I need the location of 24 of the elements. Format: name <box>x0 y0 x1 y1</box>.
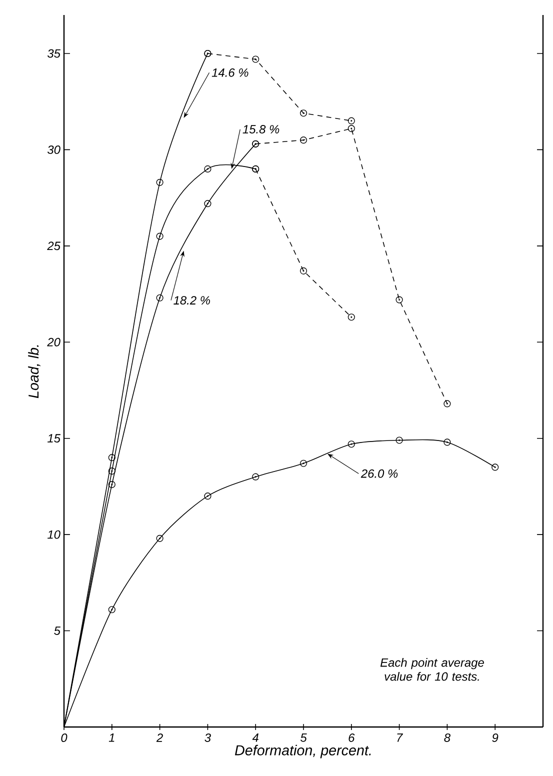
x-tick-label: 2 <box>156 734 163 742</box>
x-tick-label: 3 <box>204 734 211 742</box>
x-tick-label: 4 <box>252 734 258 742</box>
series-label: 26.0 % <box>360 469 398 478</box>
y-tick-label: 20 <box>47 338 60 346</box>
y-tick-label: 15 <box>47 434 60 443</box>
x-tick-label: 9 <box>492 734 498 742</box>
y-tick-label: 10 <box>47 530 60 539</box>
x-axis-title: Deformation, percent. <box>234 744 371 758</box>
x-tick-label: 5 <box>300 734 307 742</box>
x-tick-label: 0 <box>61 734 68 742</box>
series-label: 18.2 % <box>174 296 210 305</box>
y-tick-label: 35 <box>47 49 60 58</box>
x-tick-label: 6 <box>348 734 355 742</box>
annotation: Each point average value for 10 tests. <box>380 658 484 681</box>
x-tick-label: 1 <box>108 734 114 742</box>
x-tick-label: 7 <box>397 734 403 742</box>
text: 15.8 % <box>242 125 280 134</box>
series-label: 14.6 % <box>212 68 248 77</box>
y-tick-label: 30 <box>47 145 60 154</box>
y-axis-title: Load, lb. <box>28 345 40 398</box>
x-tick-label: 8 <box>444 734 450 742</box>
y-tick-label: 5 <box>54 626 61 635</box>
y-tick-label: 25 <box>47 242 60 250</box>
